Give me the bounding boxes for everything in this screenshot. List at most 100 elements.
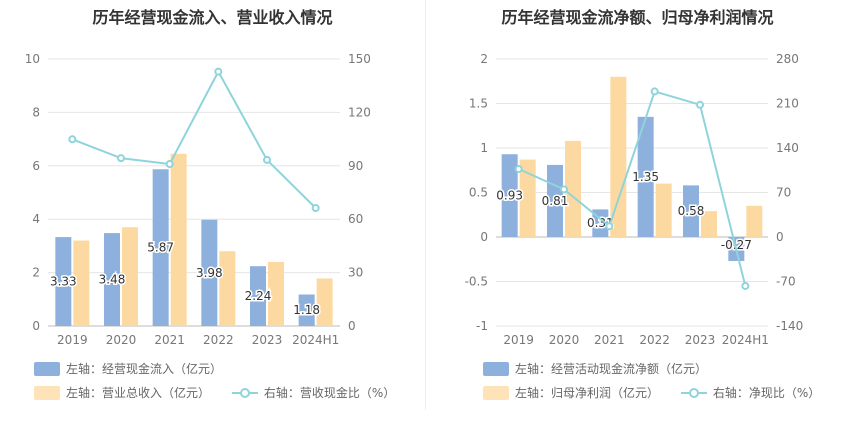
bar-data-label: 2.24 [245,289,272,303]
right-axis-tick-label: 140 [776,141,799,155]
legend-item-net-cash-ratio[interactable]: 右轴：净现比（%） [680,384,820,401]
right-axis-tick-label: 150 [348,52,371,66]
bar-primary [55,237,72,326]
x-axis-tick-label: 2024H1 [722,333,769,347]
legend-label: 左轴：归母净利润（亿元） [515,386,660,400]
legend-row-2: 左轴：归母净利润（亿元） 右轴：净现比（%） [483,384,838,403]
bar-primary [637,116,654,237]
legend-item-net-profit[interactable]: 左轴：归母净利润（亿元） [483,384,659,401]
bar-primary [298,294,315,326]
legend-row-2: 左轴：营业总收入（亿元） 右轴：营收现金比（%） [34,384,413,403]
right-axis-tick-label: 120 [348,105,371,119]
bar-secondary [565,140,581,237]
right-axis-tick-label: -140 [776,319,803,333]
left-axis-tick-label: 0 [480,230,488,244]
left-axis-tick-label: 6 [32,159,40,173]
x-axis-tick-label: 2019 [57,333,88,347]
bar-secondary [610,76,627,237]
bar-secondary [73,240,90,326]
left-axis-tick-label: 1 [480,141,488,155]
x-axis-tick-label: 2020 [549,333,580,347]
chart-panel-netcash-profit: 历年经营现金流净额、归母净利润情况 -1 -0.5 0 0.5 1 1.5 2 -140 -70… [425,0,850,437]
legend-line-marker-icon [231,386,258,400]
x-axis-tick-label: 2023 [685,333,716,347]
bar-data-label: 3.98 [196,266,223,280]
bar-secondary [268,261,284,326]
bar-secondary [122,227,138,326]
bar-secondary [519,159,536,237]
ratio-point [514,164,523,173]
bar-primary [201,219,218,326]
ratio-line [71,69,317,209]
bar-data-label: 1.35 [632,170,659,184]
right-axis-tick-label: 210 [776,97,799,111]
panel-divider [425,0,426,410]
left-axis-tick-label: 0.5 [469,186,488,200]
x-axis-tick-label: 2024H1 [292,333,339,347]
chart-title: 历年经营现金流入、营业收入情况 [92,8,333,27]
ratio-point [605,222,614,231]
bar-data-label: 0.81 [542,194,569,208]
legend-swatch [34,385,60,400]
chart-title: 历年经营现金流净额、归母净利润情况 [501,8,774,27]
bar-secondary [655,183,672,237]
left-axis-tick-label: 8 [32,105,40,119]
bar-primary [104,233,120,326]
x-axis-tick-label: 2023 [252,333,283,347]
bar-data-label: 0.93 [496,189,523,203]
legend-row-1: 左轴：经营现金流入（亿元） [34,360,240,379]
legend-item-net-cash-flow[interactable]: 左轴：经营活动现金流净额（亿元） [483,360,707,377]
bar-secondary [219,251,236,326]
bar-primary [152,169,169,326]
left-axis-tick-label: 0 [32,319,40,333]
bar-data-label: 3.48 [99,273,126,287]
x-axis-tick-label: 2022 [203,333,234,347]
chart-plot-netcash-profit: -1 -0.5 0 0.5 1 1.5 2 -140 -70 0 70 140 210 280 2019 20… [465,52,804,347]
x-axis-tick-label: 2020 [106,333,137,347]
legend-label: 左轴：经营活动现金流净额（亿元） [515,362,708,376]
chart-panel-cashflow-revenue: 历年经营现金流入、营业收入情况 0 2 4 6 8 10 0 30 60 90 120 150 2019… [25,8,413,403]
legend-swatch [483,361,509,376]
legend-item-revenue[interactable]: 左轴：营业总收入（亿元） [34,384,210,401]
legend-label: 右轴：营收现金比（%） [263,386,396,400]
left-axis-tick-label: 4 [32,212,40,226]
bar-data-label: 1.18 [293,303,320,317]
x-axis-tick-label: 2022 [639,333,670,347]
left-axis-tick-label: 10 [25,52,40,66]
ratio-point [696,100,704,109]
bar-data-label: 0.58 [678,204,705,218]
left-axis-tick-label: -1 [476,319,488,333]
x-axis-tick-label: 2021 [594,333,625,347]
left-axis-tick-label: 2 [480,52,488,66]
bar-primary [501,154,518,237]
right-axis-tick-label: 60 [348,212,363,226]
right-axis-tick-label: 280 [776,52,799,66]
legend-label: 左轴：经营现金流入（亿元） [66,362,223,376]
legend-item-cash-inflow[interactable]: 左轴：经营现金流入（亿元） [34,360,222,377]
left-axis-tick-label: 2 [32,266,40,280]
x-axis-tick-label: 2021 [154,333,185,347]
legend-item-cash-revenue-ratio[interactable]: 右轴：营收现金比（%） [231,384,396,401]
left-axis-tick-label: 1.5 [469,97,488,111]
bar-secondary [170,153,187,326]
ratio-point [68,135,77,144]
ratio-point [560,185,568,194]
ratio-point [650,87,659,96]
bar-secondary [316,278,333,326]
legend-label: 左轴：营业总收入（亿元） [66,386,211,400]
left-axis-tick-label: -0.5 [465,275,488,289]
bar-data-label: 5.87 [147,241,174,255]
chart-plot-cashflow-revenue: 0 2 4 6 8 10 0 30 60 90 120 150 2019 2020 2021 2022 2023… [25,52,371,347]
bar-data-label: -0.27 [721,238,752,252]
right-axis-tick-label: -70 [776,275,796,289]
bar-primary [250,266,266,326]
ratio-point [311,203,320,212]
x-axis-tick-label: 2019 [503,333,534,347]
legend-row-1: 左轴：经营活动现金流净额（亿元） [483,360,725,379]
right-axis-tick-label: 0 [776,230,784,244]
bar-data-label: 3.33 [50,275,77,289]
ratio-point [214,67,223,76]
ratio-line [518,90,747,287]
legend-line-marker-icon [680,386,707,400]
ratio-point [117,154,125,163]
